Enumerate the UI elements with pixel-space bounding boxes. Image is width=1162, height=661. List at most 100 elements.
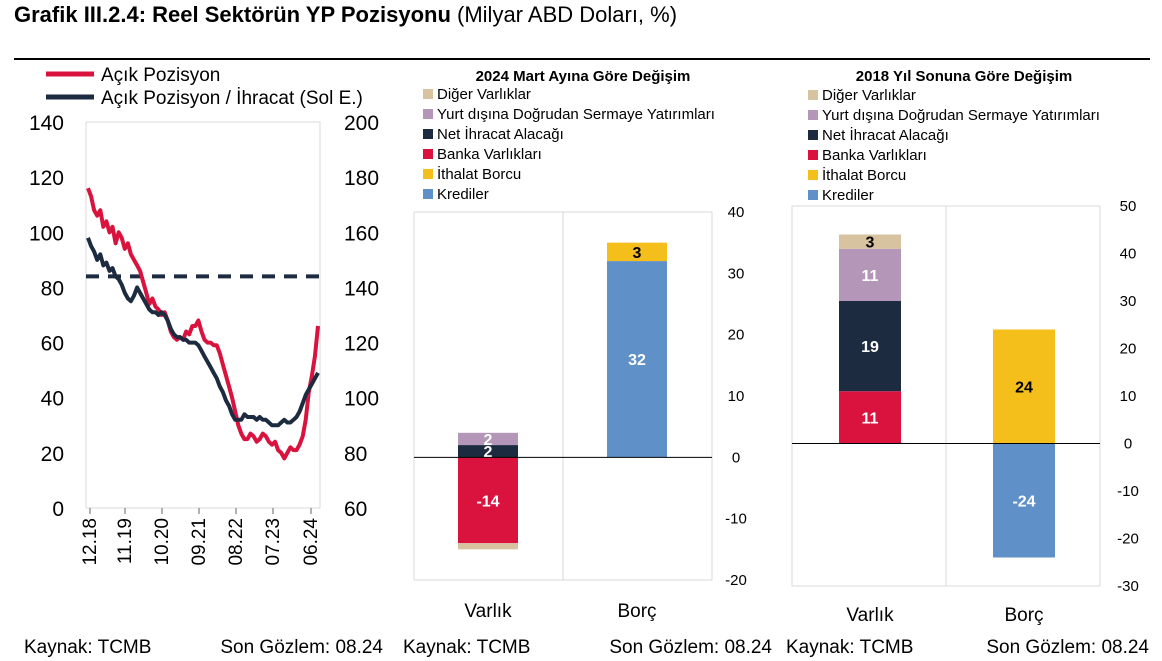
series-line-acik-pozisyon [86, 187, 320, 461]
bar-legend-label: Banka Varlıkları [437, 146, 542, 163]
bar-category-label: Varlık [846, 605, 894, 626]
bar-axis-tick-label: 40 [1120, 246, 1137, 263]
footer-source: Kaynak: TCMB [786, 637, 913, 658]
bar-axis-tick-label: 20 [1120, 341, 1137, 358]
bar-segment [607, 242, 667, 262]
bar-segment [839, 391, 901, 444]
bar-axis-tick-label: 10 [728, 388, 745, 405]
bar-segment [993, 329, 1055, 444]
bar-axis-tick-label: 20 [728, 327, 745, 344]
bar-legend-label: Yurt dışına Doğrudan Sermaye Yatırımları [437, 106, 715, 123]
bar-axis-tick-label: -10 [725, 511, 747, 528]
bar-data-label: -14 [476, 493, 499, 510]
right-axis-tick-label: 200 [344, 112, 379, 135]
bar-data-label: 2 [484, 444, 493, 461]
bar-legend-label: Yurt dışına Doğrudan Sermaye Yatırımları [822, 107, 1100, 124]
bar-legend-swatch [808, 130, 818, 140]
bar-data-label: 3 [866, 235, 875, 252]
bar-chart-title: 2018 Yıl Sonuna Göre Değişim [856, 68, 1072, 85]
bar-axis-tick-label: -20 [1117, 531, 1139, 548]
bar-legend-swatch [808, 170, 818, 180]
bar-data-label: 2 [484, 432, 493, 449]
right-axis-tick-label: 100 [344, 388, 379, 411]
bar-legend-label: Net İhracat Alacağı [822, 126, 949, 144]
bar-segment [607, 261, 667, 458]
bar-legend-label: Diğer Varlıklar [822, 87, 916, 104]
footer-source: Kaynak: TCMB [24, 637, 151, 658]
bar-legend-swatch [423, 109, 433, 119]
bar-data-label: 11 [862, 268, 879, 285]
bar-legend-swatch [423, 169, 433, 179]
bar-segment [458, 445, 518, 458]
x-axis-tick-label: 06.24 [301, 518, 322, 566]
x-axis-tick-label: 08.22 [226, 518, 247, 566]
right-axis-tick-label: 120 [344, 333, 379, 356]
bar-legend-label: İthalat Borcu [822, 166, 906, 184]
right-axis-tick-label: 160 [344, 222, 379, 245]
bar-legend-label: Krediler [437, 186, 489, 203]
bar-segment [839, 301, 901, 392]
left-axis-tick-label: 60 [41, 333, 64, 356]
bar-chart-title: 2024 Mart Ayına Göre Değişim [476, 68, 691, 85]
bar-legend-swatch [423, 189, 433, 199]
x-axis-tick-label: 07.23 [263, 518, 284, 566]
bar-category-label: Borç [617, 601, 656, 622]
bar-segment [993, 443, 1055, 558]
bar-legend-label: Banka Varlıkları [822, 147, 927, 164]
bar-legend-swatch [808, 190, 818, 200]
left-axis-tick-label: 120 [29, 167, 64, 190]
x-axis-tick-label: 11.19 [115, 518, 136, 564]
left-axis-tick-label: 0 [52, 498, 64, 521]
line-plot-frame [85, 121, 321, 509]
right-axis-tick-label: 180 [344, 167, 379, 190]
x-axis-tick-label: 09.21 [189, 518, 210, 566]
bar-segment [839, 248, 901, 301]
footer-last-observation: Son Gözlem: 08.24 [220, 637, 383, 658]
bar-axis-tick-label: 40 [728, 204, 745, 221]
bar-segment [458, 432, 518, 446]
bar-axis-tick-label: -10 [1117, 483, 1139, 500]
bar-axis-tick-label: 30 [728, 265, 745, 282]
bar-legend-label: Krediler [822, 187, 874, 204]
bar-legend-label: Net İhracat Alacağı [437, 125, 564, 143]
bar-legend-label: Diğer Varlıklar [437, 86, 531, 103]
bar-legend-label: İthalat Borcu [437, 165, 521, 183]
right-axis-tick-label: 80 [344, 443, 367, 466]
bar-axis-tick-label: -30 [1117, 578, 1139, 595]
left-axis-tick-label: 140 [29, 112, 64, 135]
bar-axis-tick-label: 50 [1120, 198, 1137, 215]
bar-legend-swatch [808, 90, 818, 100]
figure-title: Grafik III.2.4: Reel Sektörün YP Pozisyo… [14, 2, 677, 28]
bar-axis-tick-label: 30 [1120, 293, 1137, 310]
bar-data-label: 11 [862, 410, 879, 427]
left-axis-tick-label: 20 [41, 443, 64, 466]
bar-legend-swatch [423, 149, 433, 159]
left-axis-tick-label: 100 [29, 222, 64, 245]
bar-data-label: 32 [628, 352, 646, 369]
footer-last-observation: Son Gözlem: 08.24 [609, 637, 772, 658]
x-axis-tick-label: 10.20 [152, 518, 173, 566]
bar-axis-tick-label: -20 [725, 572, 747, 589]
bar-data-label: 19 [861, 339, 879, 356]
bar-data-label: 3 [633, 245, 642, 262]
bar-legend-swatch [423, 129, 433, 139]
bar-axis-tick-label: 10 [1120, 388, 1137, 405]
left-axis-tick-label: 40 [41, 388, 64, 411]
right-axis-tick-label: 140 [344, 277, 379, 300]
series-line-acik-pozisyon-ihracat [86, 237, 320, 428]
bar-axis-tick-label: 0 [732, 449, 740, 466]
bar-data-label: 24 [1015, 380, 1033, 397]
line-legend-label: Açık Pozisyon / İhracat (Sol E.) [101, 88, 363, 109]
bar-legend-swatch [423, 89, 433, 99]
line-legend-label: Açık Pozisyon [101, 65, 220, 86]
bar-segment [839, 234, 901, 249]
bar-data-label: -24 [1012, 494, 1035, 511]
figure-title-unit: (Milyar ABD Doları, %) [457, 2, 678, 27]
x-axis-tick-label: 12.18 [80, 518, 101, 566]
footer-source: Kaynak: TCMB [403, 637, 530, 658]
bar-category-label: Borç [1004, 605, 1043, 626]
left-axis-tick-label: 80 [41, 277, 64, 300]
bar-legend-swatch [808, 110, 818, 120]
bar-category-label: Varlık [464, 601, 512, 622]
